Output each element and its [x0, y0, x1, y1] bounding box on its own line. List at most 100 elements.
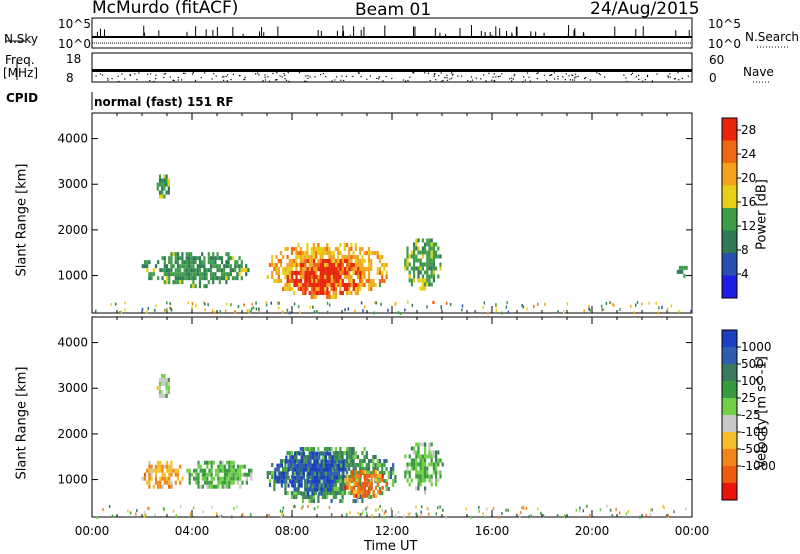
velocity-panel-frame [91, 316, 693, 518]
velocity-echo-cell [339, 447, 342, 452]
power-echo-cell [359, 287, 362, 292]
velocity-echo-cell [159, 480, 162, 485]
velocity-echo-cell [348, 451, 351, 456]
power-echo-cell [330, 255, 333, 260]
velocity-echo-cell [154, 480, 158, 485]
velocity-echo-cell [332, 463, 335, 468]
velocity-echo-cell [348, 463, 351, 468]
velocity-echo-cell [421, 442, 424, 447]
velocity-ground-scatter [409, 511, 411, 515]
velocity-echo-cell [296, 471, 299, 476]
power-echo-cell [161, 182, 164, 187]
power-echo-cell [352, 267, 355, 272]
velocity-ground-scatter [662, 504, 664, 508]
velocity-echo-cell [317, 447, 320, 452]
velocity-echo-cell [364, 477, 367, 482]
velocity-echo-cell [316, 487, 319, 492]
velocity-ground-scatter [143, 514, 146, 518]
velocity-ground-scatter [154, 513, 156, 517]
power-echo-cell [419, 270, 422, 275]
power-echo-cell [310, 283, 314, 288]
velocity-echo-cell [353, 489, 356, 494]
velocity-echo-cell [383, 471, 386, 476]
velocity-echo-cell [167, 385, 170, 390]
power-echo-cell [245, 268, 248, 273]
velocity-echo-cell [210, 460, 213, 465]
nave-dot [669, 73, 671, 75]
power-echo-cell [293, 291, 296, 296]
velocity-ground-scatter [465, 507, 468, 511]
power-echo-cell [428, 274, 431, 279]
velocity-echo-cell [366, 481, 369, 486]
nsearch-label: N.Search [745, 30, 800, 44]
nave-dot [163, 73, 165, 75]
velocity-echo-cell [300, 451, 303, 456]
power-echo-cell [426, 270, 429, 275]
power-echo-cell [430, 258, 433, 263]
velocity-echo-cell [417, 442, 420, 447]
power-ground-scatter [395, 301, 397, 305]
velocity-ground-scatter [220, 514, 222, 518]
velocity-echo-cell [232, 476, 235, 481]
power-echo-cell [326, 287, 329, 292]
power-echo-cell [321, 291, 325, 296]
nave-dot [192, 72, 194, 74]
velocity-echo-cell [359, 469, 362, 474]
power-ground-scatter [219, 309, 221, 313]
nave-dot [442, 79, 444, 82]
velocity-echo-cell [241, 480, 244, 485]
velocity-echo-cell [381, 491, 384, 496]
power-echo-cell [282, 271, 285, 276]
velocity-ground-scatter [328, 505, 331, 509]
velocity-ground-scatter [599, 508, 602, 512]
power-echo-cell [223, 276, 226, 281]
power-echo-cell [367, 275, 371, 280]
power-echo-cell [428, 282, 431, 287]
velocity-echo-cell [230, 460, 233, 465]
nave-dot [571, 79, 574, 81]
velocity-echo-cell [357, 481, 360, 486]
velocity-echo-cell [274, 475, 277, 480]
power-echo-cell [328, 255, 331, 260]
power-echo-cell [421, 282, 424, 287]
nave-dot [667, 75, 669, 77]
velocity-echo-cell [355, 493, 358, 498]
power-echo-cell [363, 251, 366, 256]
velocity-echo-cell [297, 487, 300, 492]
power-echo-cell [323, 275, 327, 280]
nave-dot [429, 79, 431, 82]
power-echo-cell [181, 260, 184, 265]
velocity-echo-cell [287, 483, 290, 488]
power-echo-cell [430, 266, 433, 271]
power-echo-cell [359, 251, 362, 256]
power-echo-cell [413, 246, 416, 251]
power-echo-cell [290, 247, 294, 252]
power-echo-cell [236, 276, 239, 281]
velocity-echo-cell [364, 485, 367, 490]
power-echo-cell [207, 280, 210, 285]
velocity-echo-cell [237, 464, 240, 469]
velocity-echo-cell [345, 463, 349, 468]
power-echo-cell [337, 251, 340, 256]
power-echo-cell [220, 260, 224, 265]
power-echo-cell [312, 267, 316, 272]
power-echo-cell [218, 256, 221, 261]
nave-dot [553, 78, 556, 80]
velocity-echo-cell [367, 459, 371, 464]
power-echo-cell [378, 259, 382, 264]
velocity-echo-cell [335, 467, 338, 472]
power-echo-cell [304, 287, 307, 292]
power-echo-cell [209, 264, 213, 269]
velocity-echo-cell [304, 483, 307, 488]
velocity-ground-scatter [589, 513, 591, 517]
velocity-echo-cell [341, 495, 344, 500]
velocity-echo-cell [226, 460, 229, 465]
power-echo-cell [330, 279, 333, 284]
velocity-echo-cell [374, 463, 377, 468]
velocity-echo-cell [334, 491, 338, 496]
velocity-echo-cell [237, 472, 240, 477]
velocity-echo-cell [343, 463, 346, 468]
nave-dot [378, 78, 380, 80]
velocity-echo-cell [413, 462, 416, 467]
power-echo-cell [286, 287, 289, 292]
